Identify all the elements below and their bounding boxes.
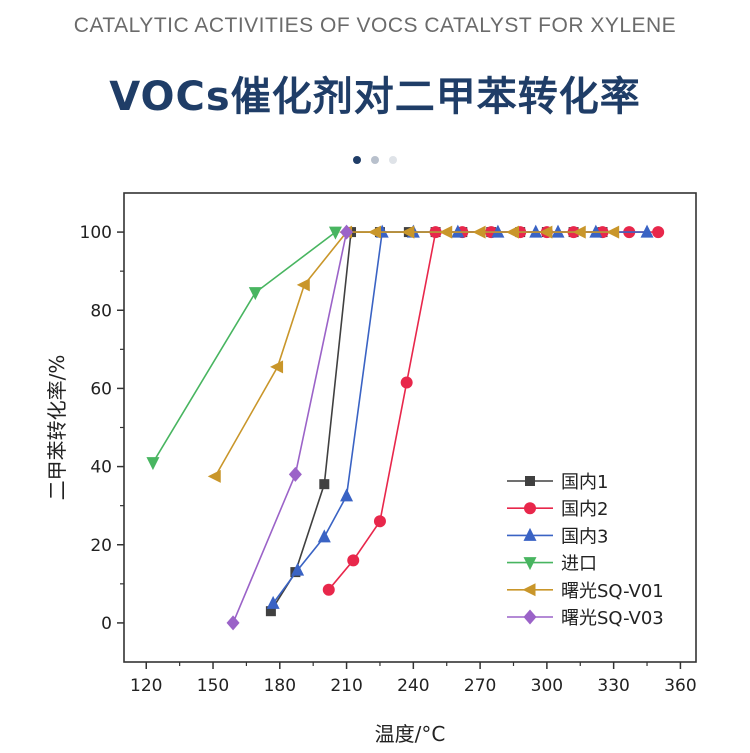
- y-tick-label: 80: [90, 301, 112, 321]
- y-axis-title: 二甲苯转化率/%: [45, 355, 69, 501]
- series-3: [266, 224, 654, 609]
- series-line: [272, 231, 648, 604]
- legend-item: 曙光SQ-V03: [507, 608, 664, 629]
- pager-dot-2[interactable]: [371, 156, 379, 164]
- data-point: [529, 224, 543, 238]
- x-tick-label: 330: [597, 676, 629, 696]
- carousel-pager[interactable]: [0, 149, 750, 168]
- data-point: [265, 606, 276, 617]
- x-tick-label: 360: [664, 676, 696, 696]
- legend-item: 国内3: [507, 526, 608, 547]
- series-5: [207, 225, 620, 483]
- x-tick-label: 270: [464, 676, 496, 696]
- data-point: [524, 502, 536, 515]
- data-point: [291, 562, 305, 576]
- data-point: [606, 225, 620, 239]
- data-point: [472, 225, 486, 239]
- pager-dot-1[interactable]: [353, 156, 361, 164]
- x-tick-label: 210: [330, 676, 362, 696]
- series-2: [322, 226, 665, 596]
- data-point: [491, 224, 505, 238]
- y-tick-label: 0: [101, 614, 112, 634]
- x-tick-label: 150: [197, 676, 229, 696]
- data-point: [288, 466, 302, 482]
- legend-label: 进口: [561, 554, 597, 575]
- data-point: [146, 457, 160, 471]
- x-tick-label: 240: [397, 676, 429, 696]
- data-point: [270, 360, 284, 374]
- data-point: [207, 469, 221, 483]
- series-line: [328, 231, 659, 591]
- data-point: [539, 225, 553, 239]
- data-point: [589, 224, 603, 238]
- data-point: [640, 224, 654, 238]
- data-point: [523, 609, 537, 625]
- legend-label: 曙光SQ-V03: [561, 608, 664, 629]
- data-point: [317, 529, 331, 543]
- legend-label: 国内2: [561, 499, 608, 520]
- data-point: [451, 224, 465, 238]
- legend-item: 进口: [507, 554, 597, 575]
- data-point: [525, 476, 535, 486]
- legend-item: 曙光SQ-V01: [507, 581, 664, 602]
- data-point: [368, 225, 382, 239]
- data-point: [347, 554, 360, 567]
- data-point: [226, 615, 240, 631]
- data-point: [248, 287, 262, 301]
- data-point: [572, 225, 586, 239]
- x-tick-label: 300: [531, 676, 563, 696]
- pager-dot-3[interactable]: [389, 156, 397, 164]
- data-point: [373, 515, 386, 528]
- data-point: [652, 226, 665, 239]
- y-tick-label: 100: [80, 223, 112, 243]
- legend-label: 曙光SQ-V01: [561, 581, 664, 602]
- data-point: [266, 595, 280, 609]
- series-line: [152, 231, 336, 464]
- x-tick-label: 120: [130, 676, 162, 696]
- chart-title: VOCs催化剂对二甲苯转化率: [109, 74, 641, 120]
- data-point: [523, 557, 537, 571]
- data-point: [296, 278, 310, 292]
- series-line: [270, 231, 603, 612]
- data-point: [340, 224, 354, 240]
- data-point: [551, 224, 565, 238]
- legend-item: 国内1: [507, 472, 608, 493]
- data-point: [340, 488, 354, 502]
- y-tick-label: 40: [90, 458, 112, 478]
- series-6: [226, 224, 354, 631]
- data-point: [328, 226, 342, 240]
- series-1: [265, 227, 608, 617]
- series-line: [214, 231, 614, 477]
- legend-label: 国内3: [561, 526, 608, 547]
- data-point: [322, 583, 335, 596]
- y-tick-label: 20: [90, 536, 112, 556]
- data-point: [319, 479, 330, 490]
- data-point: [523, 527, 537, 541]
- x-tick-label: 180: [264, 676, 296, 696]
- data-point: [505, 225, 519, 239]
- data-point: [522, 583, 536, 597]
- y-tick-label: 60: [90, 379, 112, 399]
- legend-item: 国内2: [507, 499, 608, 520]
- data-point: [400, 376, 413, 389]
- data-point: [439, 225, 453, 239]
- chart-subtitle: CATALYTIC ACTIVITIES OF VOCS CATALYST FO…: [73, 14, 677, 37]
- data-point: [401, 225, 415, 239]
- x-axis-title: 温度/°C: [375, 722, 446, 746]
- series-4: [146, 226, 342, 471]
- legend-label: 国内1: [561, 472, 608, 493]
